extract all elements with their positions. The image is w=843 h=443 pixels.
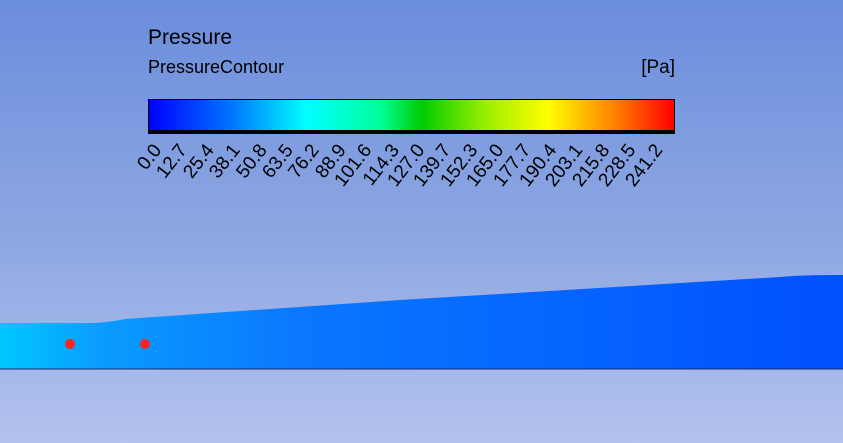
- legend-subtitle: PressureContour: [148, 57, 285, 77]
- legend-title: Pressure: [148, 26, 233, 49]
- duct-geometry: [0, 275, 843, 369]
- probe-point: [140, 339, 150, 349]
- probe-point: [65, 339, 75, 349]
- colorbar-base: [148, 131, 675, 134]
- legend-unit: [Pa]: [641, 57, 675, 78]
- colorbar: [148, 99, 675, 131]
